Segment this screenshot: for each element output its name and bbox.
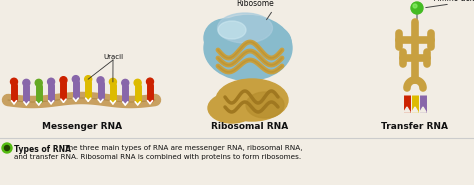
- Polygon shape: [412, 107, 418, 112]
- Circle shape: [146, 78, 154, 85]
- Text: Uracil: Uracil: [103, 54, 123, 60]
- Text: Amino acid: Amino acid: [434, 0, 474, 3]
- Circle shape: [10, 78, 18, 85]
- Circle shape: [2, 143, 12, 153]
- Circle shape: [47, 78, 55, 85]
- Circle shape: [413, 4, 417, 8]
- Text: Ribosomal RNA: Ribosomal RNA: [211, 122, 289, 131]
- Ellipse shape: [246, 92, 284, 118]
- Text: and transfer RNA. Ribosomal RNA is combined with proteins to form ribosomes.: and transfer RNA. Ribosomal RNA is combi…: [14, 154, 301, 160]
- Ellipse shape: [204, 16, 292, 80]
- Ellipse shape: [253, 26, 291, 58]
- Circle shape: [35, 79, 42, 86]
- Text: Transfer RNA: Transfer RNA: [382, 122, 448, 131]
- Circle shape: [122, 79, 129, 86]
- Ellipse shape: [204, 19, 246, 57]
- Circle shape: [60, 77, 67, 84]
- Circle shape: [23, 79, 30, 86]
- Circle shape: [109, 78, 117, 85]
- Ellipse shape: [218, 21, 246, 39]
- Text: The three main types of RNA are messenger RNA, ribosomal RNA,: The three main types of RNA are messenge…: [62, 145, 302, 151]
- Circle shape: [97, 77, 104, 84]
- Text: Messenger RNA: Messenger RNA: [42, 122, 122, 131]
- Polygon shape: [420, 107, 426, 112]
- Circle shape: [85, 76, 91, 83]
- Text: Types of RNA: Types of RNA: [14, 145, 71, 154]
- Circle shape: [411, 2, 423, 14]
- Circle shape: [134, 79, 141, 86]
- Polygon shape: [404, 107, 410, 112]
- Circle shape: [73, 76, 79, 83]
- Ellipse shape: [218, 13, 273, 43]
- Circle shape: [4, 145, 9, 151]
- Ellipse shape: [208, 93, 256, 123]
- Ellipse shape: [216, 79, 288, 121]
- Text: Ribosome: Ribosome: [236, 0, 274, 8]
